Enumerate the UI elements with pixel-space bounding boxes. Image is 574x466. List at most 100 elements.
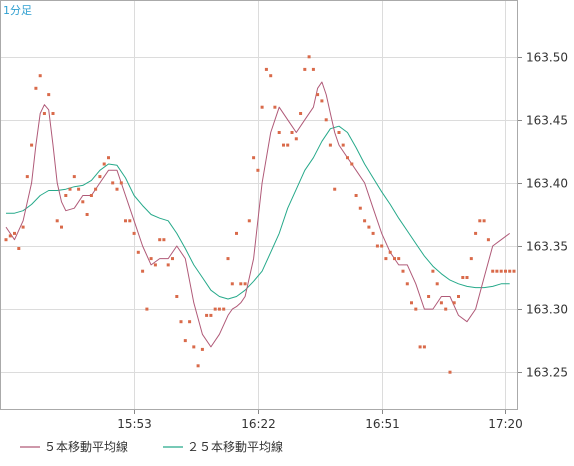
scatter-point	[213, 307, 217, 311]
ma5-series	[5, 81, 510, 348]
scatter-point	[124, 219, 127, 223]
scatter-point	[486, 238, 490, 242]
scatter-point	[21, 225, 25, 229]
scatter-point	[183, 339, 187, 343]
scatter-point	[64, 194, 68, 197]
scatter-point	[128, 219, 132, 223]
x-tick-label: 17:20	[488, 417, 523, 431]
scatter-point	[153, 263, 157, 267]
scatter-point	[457, 295, 460, 298]
scatter-point	[461, 276, 465, 279]
scatter-point	[333, 187, 337, 191]
x-tick-label: 16:51	[365, 417, 400, 431]
scatter-point	[427, 295, 431, 298]
scatter-point	[418, 345, 422, 349]
plot-frame	[0, 0, 518, 410]
scatter-point	[482, 219, 486, 223]
scatter-point	[107, 156, 110, 160]
y-tick-label: 163.50	[526, 51, 568, 65]
scatter-point	[42, 112, 46, 115]
scatter-point	[188, 320, 192, 324]
y-tick-label: 163.35	[526, 240, 568, 254]
scatter-point	[166, 263, 170, 267]
scatter-point	[81, 200, 85, 204]
scatter-point	[286, 143, 290, 147]
scatter-point	[98, 175, 102, 179]
scatter-point	[299, 112, 303, 115]
scatter-point	[102, 162, 106, 166]
scatter-point	[13, 231, 16, 235]
timeframe-label: 1分足	[3, 4, 32, 17]
scatter-point	[141, 269, 145, 273]
scatter-point	[8, 234, 12, 238]
scatter-point	[273, 105, 277, 109]
scatter-point	[47, 93, 51, 97]
scatter-point	[388, 250, 392, 254]
scatter-point	[371, 231, 375, 235]
scatter-point	[499, 269, 503, 273]
scatter-point	[384, 257, 388, 261]
x-tick-label: 15:53	[117, 417, 152, 431]
scatter-point	[260, 105, 264, 109]
scatter-point	[136, 250, 140, 254]
scatter-point	[277, 131, 281, 134]
scatter-point	[25, 175, 29, 179]
scatter-point	[439, 301, 443, 305]
scatter-point	[34, 86, 38, 90]
scatter-point	[320, 99, 324, 103]
scatter-point	[469, 257, 473, 261]
x-axis-ticks: 15:53 16:22 16:51 17:20	[117, 410, 523, 431]
y-tick-label: 163.40	[526, 177, 568, 191]
scatter-point	[162, 238, 166, 242]
scatter-point	[226, 257, 230, 261]
scatter-point	[72, 175, 76, 179]
scatter-point	[239, 282, 243, 286]
scatter-point	[465, 276, 469, 279]
scatter-point	[158, 238, 162, 242]
legend-ma25-label: ２５本移動平均線	[187, 439, 283, 454]
scatter-point	[145, 307, 149, 311]
scatter-point	[401, 269, 405, 273]
x-tick-label: 16:22	[241, 417, 276, 431]
scatter-point	[410, 301, 413, 305]
scatter-point	[55, 219, 59, 223]
scatter-point	[132, 231, 136, 235]
scatter-point	[358, 206, 362, 210]
scatter-point	[474, 231, 478, 235]
scatter-point	[200, 347, 204, 351]
scatter-point	[307, 55, 311, 59]
scatter-point	[222, 307, 226, 311]
scatter-point	[171, 257, 174, 261]
scatter-point	[324, 118, 328, 122]
scatter-point	[290, 131, 294, 134]
scatter-point	[264, 67, 268, 71]
scatter-point	[85, 213, 89, 216]
ma5-line	[5, 81, 510, 348]
scatter-point	[444, 307, 448, 311]
scatter-point	[504, 269, 507, 273]
scatter-point	[230, 282, 234, 286]
scatter-point	[256, 168, 260, 172]
y-tick-label: 163.30	[526, 303, 568, 317]
scatter-point	[282, 143, 285, 147]
scatter-point	[491, 269, 495, 273]
scatter-point	[77, 187, 81, 191]
scatter-point	[363, 219, 367, 223]
scatter-point	[328, 143, 332, 147]
scatter-point	[60, 225, 63, 229]
scatter-point	[512, 269, 516, 273]
scatter-point	[311, 67, 315, 71]
scatter-series	[4, 55, 516, 374]
scatter-point	[175, 295, 179, 298]
scatter-point	[294, 137, 298, 141]
scatter-point	[4, 238, 8, 242]
scatter-point	[303, 67, 307, 71]
scatter-point	[217, 307, 221, 311]
scatter-point	[119, 181, 123, 185]
scatter-point	[30, 143, 34, 147]
scatter-point	[393, 257, 396, 261]
scatter-point	[89, 194, 93, 197]
scatter-point	[337, 131, 341, 134]
